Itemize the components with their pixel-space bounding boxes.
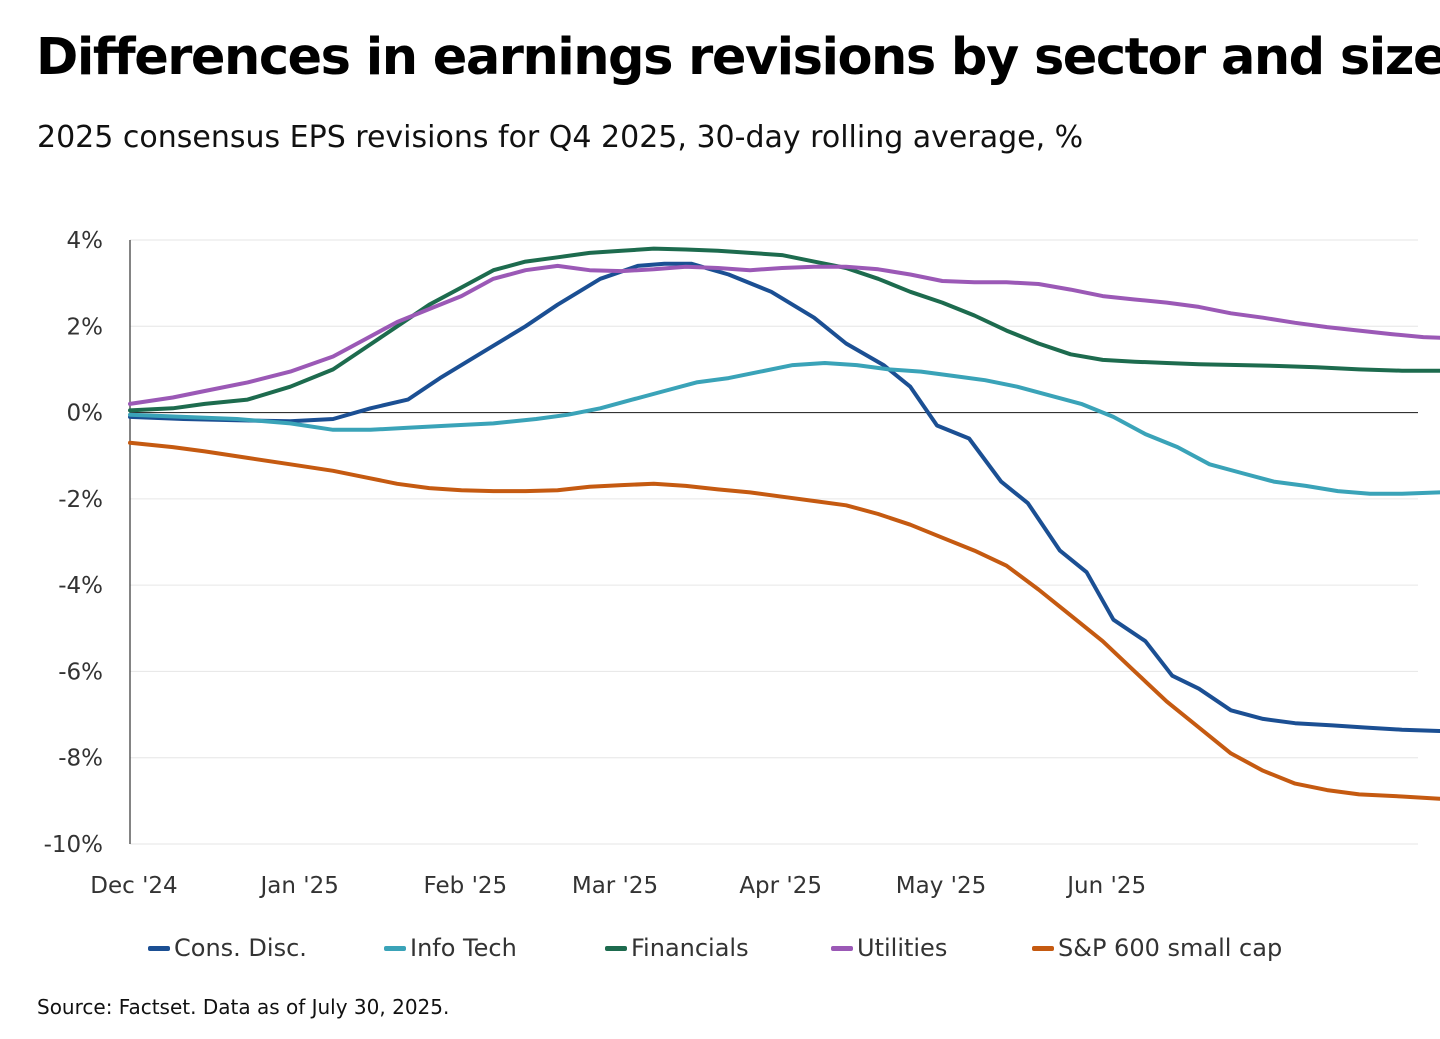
legend-item-cons-disc[interactable]: Cons. Disc.: [148, 928, 307, 968]
x-tick-label: Apr '25: [739, 873, 822, 899]
series-line-4: [128, 440, 1440, 801]
line-chart: 4% 2% 0% -2% -4% -6% -8% -10% Dec '24 Jan '25 Feb…: [44, 228, 1440, 899]
legend-swatch-info-tech: [384, 945, 406, 951]
y-tick-label: 2%: [67, 314, 104, 340]
legend-label-utilities: Utilities: [857, 934, 948, 962]
legend-swatch-utilities: [831, 945, 853, 951]
series-line-2: [128, 246, 1440, 413]
legend-item-utilities[interactable]: Utilities: [831, 928, 947, 968]
axes: [129, 240, 1418, 844]
x-tick-label: May '25: [896, 873, 986, 899]
y-tick-label: -6%: [58, 659, 103, 685]
chart-legend: Cons. Disc. Info Tech Financials Utiliti…: [148, 928, 1398, 968]
legend-swatch-financials: [605, 945, 627, 951]
series-lines: [128, 246, 1440, 801]
x-tick-label: Mar '25: [572, 873, 658, 899]
series-line-1: [128, 361, 1440, 496]
legend-label-cons-disc: Cons. Disc.: [174, 934, 307, 962]
legend-label-info-tech: Info Tech: [410, 934, 517, 962]
y-tick-label: -8%: [58, 746, 103, 772]
source-note: Source: Factset. Data as of July 30, 202…: [37, 995, 450, 1019]
y-tick-label: 4%: [67, 228, 104, 254]
y-tick-label: 0%: [67, 401, 104, 427]
legend-item-sp600[interactable]: S&P 600 small cap: [1032, 928, 1282, 968]
legend-label-sp600: S&P 600 small cap: [1058, 934, 1283, 962]
series-line-3: [128, 263, 1440, 406]
x-tick-label: Jan '25: [258, 873, 338, 899]
x-tick-label: Dec '24: [90, 873, 177, 899]
legend-item-financials[interactable]: Financials: [605, 928, 749, 968]
x-tick-label: Jun '25: [1065, 873, 1146, 899]
legend-item-info-tech[interactable]: Info Tech: [384, 928, 517, 968]
series-line-0: [128, 261, 1440, 734]
y-tick-label: -4%: [58, 573, 103, 599]
legend-label-financials: Financials: [631, 934, 749, 962]
legend-swatch-sp600: [1032, 945, 1054, 951]
grid-lines: [130, 239, 1418, 845]
y-tick-label: -2%: [58, 487, 103, 513]
x-axis-tick-labels: Dec '24 Jan '25 Feb '25 Mar '25 Apr '25 May '…: [90, 873, 1146, 899]
y-tick-label: -10%: [44, 832, 103, 858]
legend-swatch-cons-disc: [148, 945, 170, 951]
x-tick-label: Feb '25: [424, 873, 508, 899]
y-axis-tick-labels: 4% 2% 0% -2% -4% -6% -8% -10%: [44, 228, 103, 858]
chart-title: Differences in earnings revisions by sec…: [36, 28, 1440, 87]
chart-subtitle: 2025 consensus EPS revisions for Q4 2025…: [37, 120, 1084, 155]
